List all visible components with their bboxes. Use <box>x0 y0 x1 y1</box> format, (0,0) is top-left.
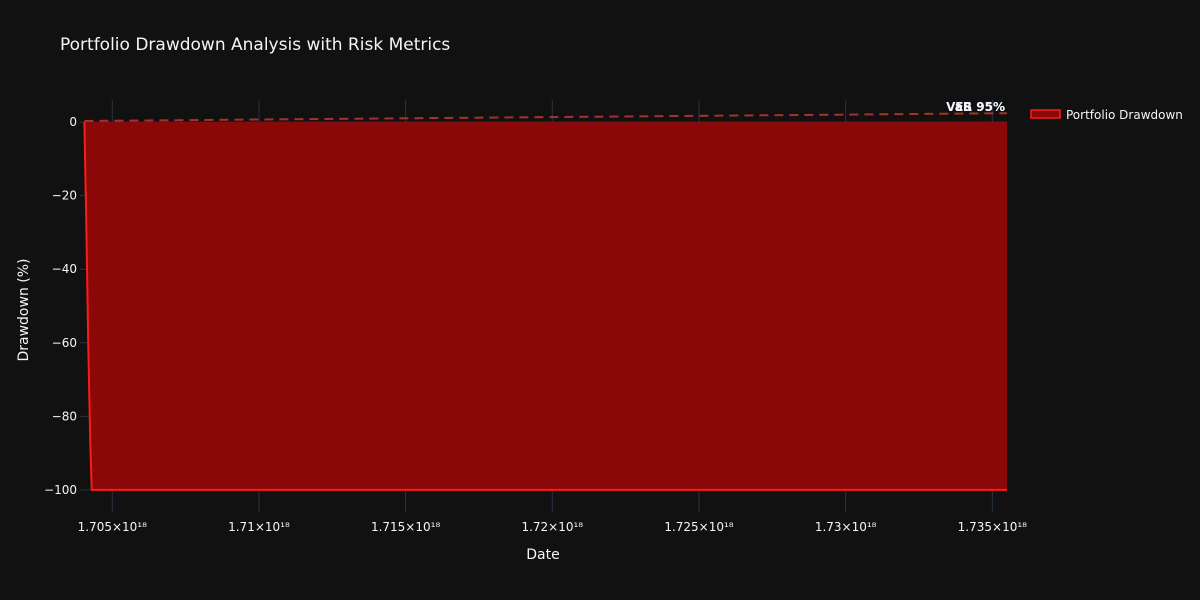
y-tick-label-0: 0 <box>69 115 77 129</box>
legend[interactable]: Portfolio Drawdown <box>1030 108 1183 122</box>
chart-title: Portfolio Drawdown Analysis with Risk Me… <box>60 35 450 55</box>
ticks: 1.705×10¹⁸ 1.71×10¹⁸ 1.715×10¹⁸ 1.72×10¹⁸ 1.… <box>44 115 1027 534</box>
plot-area <box>83 112 1008 491</box>
y-tick-label-2: −40 <box>52 262 77 276</box>
x-tick-label-6: 1.735×10¹⁸ <box>958 520 1027 534</box>
series-area-fill-0 <box>84 122 1007 490</box>
x-tick-label-0: 1.705×10¹⁸ <box>78 520 147 534</box>
reference-line-0 <box>84 112 1008 122</box>
y-axis-title: Drawdown (%) <box>16 258 32 361</box>
x-tick-label-3: 1.72×10¹⁸ <box>521 520 583 534</box>
annotations: VaR 95%ES 95% <box>946 100 1005 114</box>
annotation-1: ES 95% <box>955 100 1005 114</box>
x-tick-label-5: 1.73×10¹⁸ <box>815 520 877 534</box>
y-tick-label-3: −60 <box>52 336 77 350</box>
x-tick-label-4: 1.725×10¹⁸ <box>664 520 733 534</box>
x-tick-label-1: 1.71×10¹⁸ <box>228 520 290 534</box>
y-tick-label-5: −100 <box>44 483 77 497</box>
y-tick-label-4: −80 <box>52 409 77 423</box>
legend-label-portfolio-drawdown: Portfolio Drawdown <box>1066 108 1183 122</box>
y-tick-label-1: −20 <box>52 189 77 203</box>
annotation-0: VaR 95% <box>946 100 1005 114</box>
x-axis-title: Date <box>526 547 559 563</box>
series-line-0 <box>83 122 1007 491</box>
legend-swatch-portfolio-drawdown <box>1030 109 1061 119</box>
x-tick-label-2: 1.715×10¹⁸ <box>371 520 440 534</box>
